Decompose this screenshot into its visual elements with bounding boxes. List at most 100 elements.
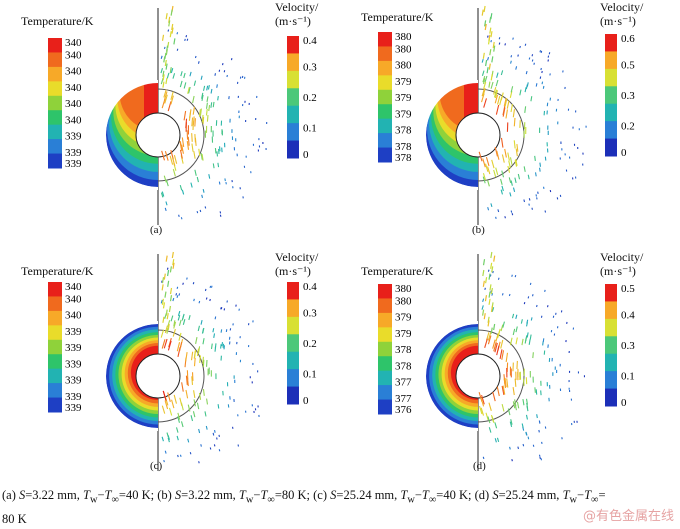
panel-label: (b) [472,224,485,236]
temp-colorbar-segment [378,342,392,357]
velocity-arrow [180,455,181,457]
velocity-arrow [497,346,499,355]
velocity-arrow [211,89,212,93]
vel-tick-label: 0 [303,149,309,161]
velocity-arrow [494,170,496,177]
velocity-arrow [177,287,178,289]
velocity-title-2: (m·s⁻¹) [275,264,311,279]
velocity-arrow [163,302,164,308]
velocity-arrow [179,333,181,341]
velocity-arrow [543,86,544,89]
velocity-arrow [518,447,519,449]
velocity-arrow [215,430,216,433]
velocity-arrow [491,328,492,334]
velocity-arrow [201,320,202,324]
temp-tick-label: 339 [65,342,82,354]
velocity-arrow [512,213,513,215]
temp-tick-label: 340 [65,98,82,110]
velocity-arrow [192,352,193,360]
velocity-arrow [190,109,191,118]
velocity-arrow [501,70,502,75]
velocity-arrow [163,277,164,283]
temp-tick-label: 340 [65,310,82,322]
velocity-arrow [218,404,219,408]
velocity-arrow [488,36,489,38]
velocity-arrow [195,118,196,126]
temp-tick-label: 378 [395,344,412,356]
velocity-arrow [167,313,168,319]
velocity-arrow [489,427,491,432]
velocity-arrow [488,207,489,210]
temperature-title: Temperature/K [21,264,93,279]
cylinder [456,354,500,398]
velocity-arrow [162,284,163,290]
velocity-arrow [532,54,533,56]
watermark: @有色金属在线 [583,505,674,524]
temp-colorbar-segment [378,32,392,47]
velocity-arrow [496,105,498,115]
velocity-arrow [223,344,224,348]
temp-tick-label: 378 [395,152,412,164]
vel-tick-label: 0.2 [303,338,317,350]
velocity-arrow [529,339,530,344]
velocity-arrow [485,295,486,301]
velocity-arrow [179,320,181,326]
velocity-arrow [516,66,517,69]
velocity-arrow [168,281,169,287]
temp-tick-label: 379 [395,312,412,324]
vel-colorbar-segment [605,86,617,104]
velocity-arrow [180,398,182,406]
temp-colorbar-segment [48,52,62,67]
velocity-arrow [501,179,503,185]
velocity-arrow [194,151,195,158]
velocity-arrow [213,433,214,436]
velocity-arrow [173,169,175,176]
velocity-arrow [207,103,208,109]
temp-colorbar-segment [48,296,62,311]
velocity-arrow [221,344,222,348]
velocity-arrow [211,102,212,108]
velocity-arrow [179,215,180,217]
velocity-arrow [522,339,523,345]
vel-tick-label: 0.3 [303,62,317,74]
velocity-arrow [199,429,200,433]
velocity-arrow [525,87,526,92]
velocity-arrow [529,198,530,200]
velocity-arrow [508,166,510,173]
velocity-arrow [515,275,516,277]
velocity-arrow [213,328,214,332]
velocity-arrow [177,436,178,440]
temp-tick-label: 380 [395,43,412,55]
velocity-arrow [201,444,202,446]
velocity-arrow [215,317,216,320]
velocity-arrow [200,210,201,212]
velocity-arrow [207,96,208,102]
velocity-arrow [485,76,487,82]
velocity-arrow [497,73,499,78]
vel-colorbar-segment [605,51,617,69]
velocity-arrow [165,292,166,298]
velocity-arrow [164,47,165,49]
vel-tick-label: 0.1 [303,369,317,381]
temperature-title: Temperature/K [361,10,433,25]
velocity-arrow [218,96,219,100]
vel-colorbar-segment [605,319,617,337]
velocity-title-1: Velocity/ [275,250,318,265]
temp-tick-label: 340 [65,281,82,293]
temp-tick-label: 379 [395,108,412,120]
velocity-arrow [170,31,171,37]
velocity-arrow [482,10,483,16]
velocity-arrow [215,346,216,351]
velocity-arrow [194,358,195,366]
velocity-arrow [494,256,495,262]
velocity-arrow [161,56,162,59]
velocity-arrow [516,327,517,333]
velocity-arrow [540,168,541,172]
velocity-arrow [193,282,194,284]
velocity-arrow [511,181,512,186]
velocity-arrow [185,39,186,41]
velocity-arrow [506,353,507,362]
